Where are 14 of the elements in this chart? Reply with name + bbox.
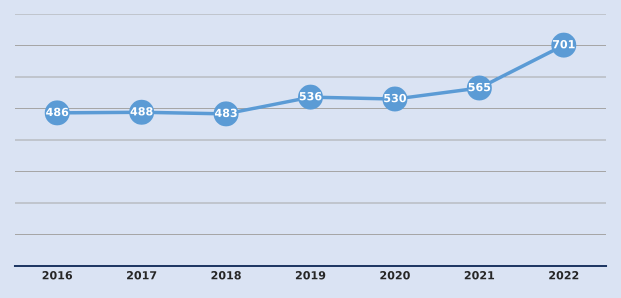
data-label: 536	[300, 92, 322, 100]
x-tick-label: 2020	[380, 271, 410, 280]
data-label: 486	[46, 108, 68, 116]
x-tick-label: 2022	[549, 271, 578, 280]
data-label: 488	[130, 107, 153, 116]
x-tick-label: 2021	[464, 271, 494, 280]
x-tick-label: 2018	[211, 271, 241, 280]
data-label: 701	[552, 40, 575, 48]
x-tick-label: 2019	[296, 271, 326, 280]
x-tick-label: 2017	[127, 271, 156, 280]
x-tick-label: 2016	[42, 271, 72, 280]
data-label: 483	[214, 108, 237, 118]
data-label: 565	[468, 82, 490, 92]
data-label: 530	[384, 94, 406, 102]
